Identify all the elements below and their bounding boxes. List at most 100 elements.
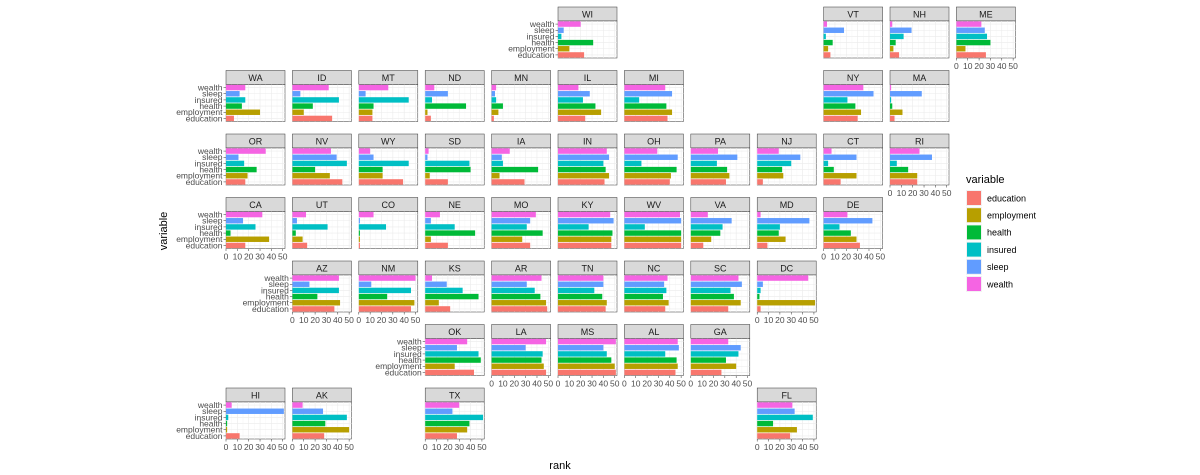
bar-health xyxy=(823,230,851,236)
bar-employment xyxy=(358,300,415,306)
bar-sleep xyxy=(491,281,527,287)
bar-sleep xyxy=(491,91,496,97)
panel-de: DE 0 10 20 30 40 50 xyxy=(821,197,885,262)
panel-ia: IA xyxy=(491,133,551,186)
bar-insured xyxy=(226,160,245,167)
bar-employment xyxy=(558,109,602,115)
bar-sleep xyxy=(690,281,742,287)
y-tick-label: wealth xyxy=(197,82,223,92)
panel-background xyxy=(690,274,751,313)
bar-insured xyxy=(292,287,339,294)
bar-sleep xyxy=(491,345,526,351)
bar-wealth xyxy=(226,148,266,154)
bar-insured xyxy=(690,160,717,167)
bar-health xyxy=(358,293,388,300)
x-tick-label: 10 xyxy=(233,252,243,262)
bar-sleep xyxy=(890,91,922,97)
bar-insured xyxy=(491,287,535,294)
bar-insured xyxy=(292,224,328,230)
legend-label: sleep xyxy=(987,262,1009,272)
bar-employment xyxy=(292,427,350,433)
panel-nj: NJ xyxy=(756,133,817,186)
bar-education xyxy=(425,242,448,249)
panel-strip-label: SD xyxy=(448,136,461,146)
bar-sleep xyxy=(425,281,447,287)
legend-items: education employment health insured sleep wea… xyxy=(966,190,1037,292)
bar-sleep xyxy=(358,91,366,97)
bar-sleep xyxy=(624,281,665,287)
bar-wealth xyxy=(292,148,331,154)
bar-wealth xyxy=(226,84,246,91)
x-tick-label: 40 xyxy=(399,315,409,325)
panel-strip-label: OR xyxy=(249,136,263,146)
bar-wealth xyxy=(624,84,666,91)
x-tick-label: 10 xyxy=(631,379,641,389)
panel-strip-label: ND xyxy=(448,73,461,83)
bar-sleep xyxy=(425,218,431,224)
panel-background xyxy=(823,20,883,59)
bar-wealth xyxy=(292,402,303,408)
bar-insured xyxy=(624,287,667,294)
x-tick-label: 40 xyxy=(665,379,675,389)
x-tick-label: 50 xyxy=(743,379,753,389)
panel-il: IL xyxy=(557,70,618,122)
bar-insured xyxy=(226,224,256,230)
bar-wealth xyxy=(558,338,616,345)
bar-education xyxy=(491,115,494,122)
legend-swatch xyxy=(967,277,981,291)
panel-strip-label: MS xyxy=(581,327,595,337)
bar-sleep xyxy=(558,27,564,33)
bar-employment xyxy=(491,300,547,306)
bar-wealth xyxy=(358,84,389,91)
panel-strip-label: OK xyxy=(448,327,461,337)
bar-sleep xyxy=(757,154,801,160)
x-tick-label: 20 xyxy=(244,442,254,452)
bar-wealth xyxy=(425,148,429,154)
x-tick-label: 30 xyxy=(720,379,730,389)
bar-health xyxy=(491,293,541,300)
x-tick-label: 50 xyxy=(278,442,288,452)
bar-insured xyxy=(690,351,739,357)
bar-insured xyxy=(558,33,562,40)
bar-education xyxy=(226,115,234,122)
panel-strip-label: NV xyxy=(316,136,329,146)
panel-strip-label: TN xyxy=(582,263,594,273)
panel-co: CO xyxy=(358,197,419,249)
bar-wealth xyxy=(558,275,604,281)
panel-ak: AK 0 10 20 30 40 50 xyxy=(290,387,354,452)
bar-wealth xyxy=(226,211,263,218)
bar-employment xyxy=(491,363,544,369)
x-tick-label: 0 xyxy=(290,315,295,325)
bar-employment xyxy=(823,46,829,52)
bar-sleep xyxy=(226,91,240,97)
panel-background xyxy=(624,274,684,313)
x-tick-label: 50 xyxy=(809,442,819,452)
bar-wealth xyxy=(425,84,435,91)
bar-wealth xyxy=(823,21,828,27)
panel-ma: MA xyxy=(889,70,950,122)
bar-education xyxy=(624,369,676,376)
panel-ok: OK wealthsleepinsuredhealthemploymenteduc… xyxy=(375,324,485,377)
x-tick-label: 30 xyxy=(455,442,465,452)
bar-education xyxy=(823,242,860,249)
bar-wealth xyxy=(358,211,374,218)
y-tick-label: employment xyxy=(243,298,290,308)
panel-pa: PA xyxy=(690,133,751,186)
panel-ne: NE xyxy=(424,197,485,249)
bar-wealth xyxy=(823,84,864,91)
bar-health xyxy=(491,230,543,236)
x-tick-label: 0 xyxy=(688,379,693,389)
y-tick-label: health xyxy=(199,228,222,238)
y-tick-label: insured xyxy=(527,31,555,41)
x-tick-label: 50 xyxy=(278,252,288,262)
bar-sleep xyxy=(358,281,372,287)
bar-employment xyxy=(624,300,669,306)
panel-strip-label: IN xyxy=(583,136,592,146)
panel-nv: NV xyxy=(292,133,352,186)
bar-health xyxy=(558,230,613,236)
y-tick-label: health xyxy=(531,37,554,47)
panel-strip-label: WY xyxy=(381,136,396,146)
y-tick-label: wealth xyxy=(396,336,422,346)
panel-strip-label: MO xyxy=(514,200,529,210)
panel-strip-label: DC xyxy=(780,263,793,273)
